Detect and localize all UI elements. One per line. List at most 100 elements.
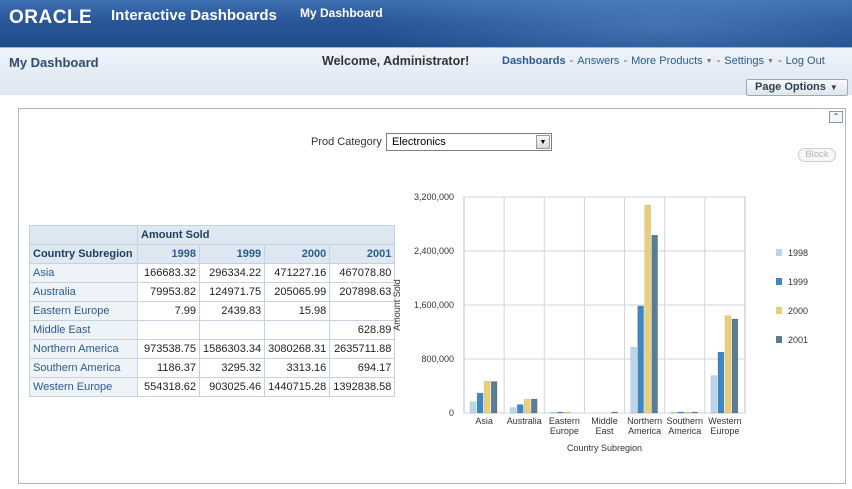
bar	[630, 347, 637, 414]
x-tick-label: Europe	[550, 426, 579, 436]
bar	[564, 411, 571, 414]
table-cell: 2635711.88	[329, 339, 396, 359]
legend-swatch	[776, 278, 782, 285]
legend-swatch	[776, 249, 782, 256]
row-label[interactable]: Western Europe	[29, 377, 138, 397]
legend-swatch	[776, 336, 782, 343]
nav-separator: -	[569, 55, 574, 67]
table-cell: 2439.83	[198, 301, 266, 321]
table-cell: 7.99	[137, 301, 200, 321]
nav-logout-link[interactable]: Log Out	[785, 55, 825, 67]
table-cell: 3295.32	[198, 358, 266, 378]
bar	[469, 401, 477, 414]
table-row: Asia 166683.32 296334.22 471227.16 46707…	[29, 263, 396, 283]
x-tick-label: America	[668, 426, 701, 436]
bar	[490, 381, 498, 414]
table-cell: 471227.16	[264, 263, 331, 283]
bar	[651, 234, 658, 414]
table-cell: 166683.32	[137, 263, 200, 283]
x-tick-label: Eastern	[549, 416, 580, 426]
measure-header: Amount Sold	[136, 225, 396, 245]
table-cell: 694.17	[329, 358, 396, 378]
bar	[710, 375, 718, 414]
row-label[interactable]: Australia	[29, 282, 138, 302]
table-row: Australia 79953.82 124971.75 205065.99 2…	[29, 282, 396, 302]
row-label[interactable]: Asia	[29, 263, 138, 283]
top-banner: ORACLE Interactive Dashboards My Dashboa…	[0, 0, 852, 47]
block-button[interactable]: Block	[798, 148, 836, 162]
bar	[509, 407, 517, 414]
nav-settings-link[interactable]: Settings ▼	[724, 55, 774, 67]
legend-label: 2001	[788, 335, 808, 345]
table-cell: 973538.75	[137, 339, 200, 359]
table-cell	[137, 320, 200, 340]
x-tick-label: Middle	[591, 416, 618, 426]
bar	[476, 392, 484, 414]
table-cell: 296334.22	[198, 263, 266, 283]
chevron-down-icon: ▼	[767, 58, 774, 65]
y-axis-title: Amount Sold	[392, 279, 402, 331]
page-options-button[interactable]: Page Options ▼	[746, 79, 848, 96]
year-header: 1999	[198, 244, 266, 264]
y-tick-label: 1,600,000	[414, 300, 454, 310]
prod-category-value: Electronics	[392, 136, 446, 148]
bar	[611, 411, 618, 414]
row-label[interactable]: Northern America	[29, 339, 138, 359]
table-cell: 467078.80	[329, 263, 396, 283]
x-axis-title: Country Subregion	[567, 443, 642, 453]
nav-more-products-label: More Products	[631, 55, 703, 67]
bar	[670, 411, 678, 414]
bar	[644, 204, 651, 414]
nav-settings-label: Settings	[724, 55, 764, 67]
global-nav: Dashboards - Answers - More Products ▼ - Settin…	[502, 55, 825, 67]
tab-my-dashboard[interactable]: My Dashboard	[300, 6, 383, 20]
nav-dashboards-link[interactable]: Dashboards	[502, 55, 566, 67]
collapse-section-icon[interactable]: ⌃	[829, 111, 843, 123]
nav-separator: -	[623, 55, 628, 67]
table-cell: 124971.75	[198, 282, 266, 302]
row-dimension-header: Country Subregion	[29, 244, 138, 264]
x-tick-label: Western	[708, 416, 741, 426]
year-header: 1998	[137, 244, 200, 264]
table-cell	[329, 301, 396, 321]
bar-chart[interactable]: 0 800,000 1,600,000 2,400,000 3,200,000 Asia A…	[390, 185, 820, 465]
chevron-down-icon: ▼	[705, 58, 713, 65]
y-tick-label: 2,400,000	[414, 246, 454, 256]
table-cell: 15.98	[264, 301, 331, 321]
banner-swoosh	[360, 0, 852, 47]
prod-category-select[interactable]: Electronics ▼	[386, 133, 552, 151]
page-title: My Dashboard	[9, 55, 99, 70]
x-tick-label: Australia	[507, 416, 542, 426]
bar	[550, 411, 557, 414]
table-row: Northern America 973538.75 1586303.34 30…	[29, 339, 396, 359]
chevron-down-icon: ▼	[829, 83, 838, 92]
table-cell	[198, 320, 266, 340]
nav-more-products-link[interactable]: More Products ▼	[631, 55, 712, 67]
bar	[523, 398, 531, 414]
bar	[516, 404, 524, 414]
table-cell: 1586303.34	[198, 339, 266, 359]
table-cell: 903025.46	[198, 377, 266, 397]
bar	[731, 318, 739, 414]
nav-separator: -	[716, 55, 721, 67]
y-tick-label: 800,000	[421, 354, 454, 364]
x-tick-label: Asia	[475, 416, 493, 426]
table-cell	[264, 320, 331, 340]
app-title: Interactive Dashboards	[111, 7, 277, 24]
nav-answers-link[interactable]: Answers	[577, 55, 620, 67]
x-tick-label: Southern	[667, 416, 704, 426]
x-tick-label: America	[628, 426, 661, 436]
row-label[interactable]: Middle East	[29, 320, 138, 340]
bar	[637, 305, 644, 414]
bar	[684, 411, 692, 414]
legend-label: 2000	[788, 306, 808, 316]
table-row: Middle East 628.89	[29, 320, 396, 340]
table-cell: 1440715.28	[264, 377, 331, 397]
bar	[717, 351, 725, 414]
row-label[interactable]: Eastern Europe	[29, 301, 138, 321]
dashboard-header: My Dashboard Welcome, Administrator! Das…	[0, 47, 852, 95]
table-cell: 1186.37	[137, 358, 200, 378]
dropdown-arrow-icon[interactable]: ▼	[536, 135, 550, 149]
pivot-table: Amount Sold Country Subregion 1998 1999 …	[29, 225, 396, 397]
row-label[interactable]: Southern America	[29, 358, 138, 378]
